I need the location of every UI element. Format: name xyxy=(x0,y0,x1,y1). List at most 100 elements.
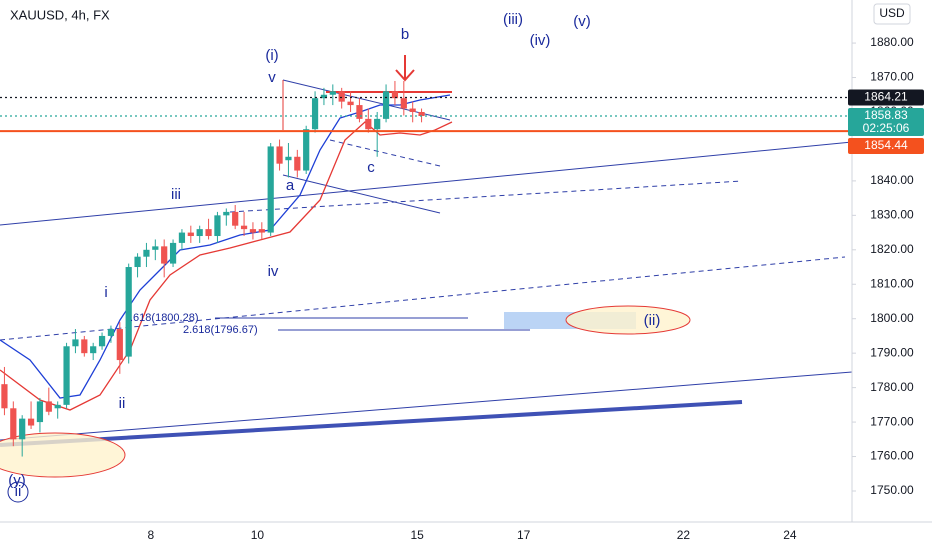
candle-body xyxy=(418,111,425,117)
annotation: (v) xyxy=(573,13,591,30)
x-tick-label: 22 xyxy=(677,528,691,542)
annotation: (ii) xyxy=(644,312,661,329)
x-tick-label: 15 xyxy=(410,528,424,542)
price-label: 1854.44 xyxy=(864,138,908,152)
annotation: (i) xyxy=(265,47,278,64)
currency-button[interactable] xyxy=(873,3,911,25)
candle-body xyxy=(107,329,115,336)
highlight xyxy=(565,305,691,335)
candle-body xyxy=(320,94,328,99)
candle-body xyxy=(285,156,292,161)
candle-body xyxy=(223,211,230,216)
candle-body xyxy=(178,232,186,243)
candle-body xyxy=(161,246,168,264)
candle-body xyxy=(294,156,301,171)
y-tick-label: 1840.00 xyxy=(870,173,914,187)
price-label-box xyxy=(848,108,924,137)
candle-body xyxy=(374,118,381,130)
candle-body xyxy=(90,346,97,354)
y-tick-label: 1880.00 xyxy=(870,35,914,49)
candle-body xyxy=(36,401,44,423)
y-tick-label: 1780.00 xyxy=(870,380,914,394)
candle-body xyxy=(329,91,336,95)
annotation: (iii) xyxy=(503,11,523,28)
annotation: ii xyxy=(15,483,22,500)
annotation: i xyxy=(104,284,107,301)
candle-body xyxy=(72,339,79,347)
candle-body xyxy=(365,118,372,130)
annotation: ii xyxy=(119,395,126,412)
price-label-box xyxy=(848,89,924,106)
candle-body xyxy=(400,98,407,109)
annotation: (y) xyxy=(8,472,26,489)
candle-body xyxy=(1,384,8,409)
candle-body xyxy=(258,229,265,233)
price-label-box xyxy=(848,138,924,155)
candle-body xyxy=(391,91,399,99)
annotation: c xyxy=(367,159,375,176)
candle-body xyxy=(125,267,132,357)
y-tick-label: 1870.00 xyxy=(870,70,914,84)
countdown: 02:25:06 xyxy=(863,121,910,135)
candle-body xyxy=(311,98,319,130)
arrow xyxy=(395,55,415,82)
candle-body xyxy=(196,229,203,237)
candle-body xyxy=(240,225,248,230)
y-tick-label: 1830.00 xyxy=(870,208,914,222)
candle-body xyxy=(134,256,141,268)
fib-label: .618(1800.28) xyxy=(130,312,199,324)
y-tick-label: 1800.00 xyxy=(870,311,914,325)
annotation: v xyxy=(268,69,276,86)
candle-body xyxy=(214,215,221,237)
annotation: iv xyxy=(268,263,279,280)
candle-body xyxy=(45,401,52,412)
y-tick-label: 1790.00 xyxy=(870,345,914,359)
candle-body xyxy=(338,91,345,102)
annotation: iii xyxy=(171,186,181,203)
candle-body xyxy=(205,229,212,237)
candle-body xyxy=(409,108,416,112)
candle-body xyxy=(249,229,257,233)
candle-body xyxy=(19,418,26,440)
y-tick-label: 1750.00 xyxy=(870,483,914,497)
y-tick-label: 1760.00 xyxy=(870,449,914,463)
candle-body xyxy=(152,246,159,250)
candle-body xyxy=(63,346,70,405)
candle-body xyxy=(356,105,363,119)
candle-body xyxy=(143,249,150,257)
candle-body xyxy=(303,129,310,171)
y-tick-label: 1820.00 xyxy=(870,242,914,256)
drawings xyxy=(0,79,853,447)
currency[interactable]: USD xyxy=(879,6,905,20)
candle-body xyxy=(81,339,88,354)
annotation: (iv) xyxy=(530,32,551,49)
candle-body xyxy=(347,101,354,106)
fib-label: 2.618(1796.67) xyxy=(183,324,258,336)
highlight xyxy=(0,432,126,478)
moving-average xyxy=(0,121,453,411)
y-tick-label: 1770.00 xyxy=(870,414,914,428)
candle-body xyxy=(98,335,106,347)
candles xyxy=(1,80,425,457)
chart-title: XAUUSD, 4h, FX xyxy=(10,7,110,22)
candle-body xyxy=(267,146,274,233)
x-tick-label: 17 xyxy=(517,528,531,542)
price-label: 1864.21 xyxy=(864,90,908,104)
moving-average xyxy=(0,94,451,399)
candle-body xyxy=(232,211,239,226)
circle xyxy=(7,481,29,503)
x-tick-label: 10 xyxy=(251,528,265,542)
y-tick-label: 1810.00 xyxy=(870,276,914,290)
candle-body xyxy=(276,146,283,164)
x-tick-label: 24 xyxy=(783,528,797,542)
annotation: a xyxy=(286,177,295,194)
candle-body xyxy=(382,91,390,119)
candle-body xyxy=(169,242,177,264)
candle-body xyxy=(116,329,123,361)
candle-body xyxy=(27,418,35,426)
price-label: 1858.83 xyxy=(864,108,908,122)
candle-body xyxy=(187,232,194,237)
x-tick-label: 8 xyxy=(148,528,155,542)
candle-body xyxy=(10,408,17,440)
